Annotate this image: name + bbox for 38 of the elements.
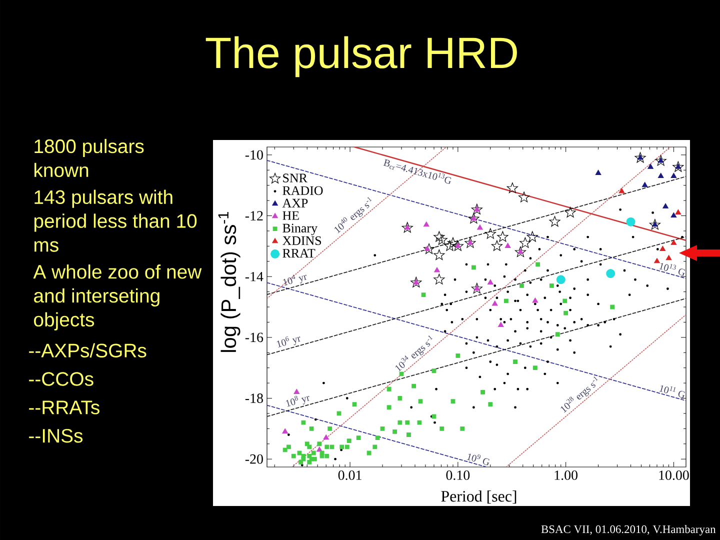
text: BSAC VII, 01.06.2010, V.Hambaryan	[541, 525, 716, 536]
annotation: 10$^{4}$ yr	[283, 274, 307, 286]
x-tick-label: 0.01	[338, 470, 362, 480]
annotation: 10$^{40}$ ergs s$^{-1}$	[334, 197, 372, 234]
y-tick-label: -12	[245, 211, 263, 220]
annotation: 10$^{34}$ ergs s$^{-1}$	[395, 335, 433, 372]
y-tick-label: -20	[245, 454, 263, 464]
y-tick-label: -10	[245, 150, 263, 160]
x-axis-title: Period [sec]	[441, 490, 516, 504]
legend-label: RRAT	[282, 248, 316, 258]
text: 143 pulsars with period less than 10 ms	[34, 190, 197, 252]
legend-label: HE	[282, 211, 299, 220]
text: --AXPs/SGRs	[29, 343, 146, 358]
y-axis-title: log (P_dot) ss$^{-1}$	[218, 212, 240, 352]
legend-label: RADIO	[282, 186, 323, 195]
legend-label: XDINS	[282, 236, 322, 246]
x-tick-label: 10.00	[659, 470, 689, 480]
text: --INSs	[29, 428, 83, 443]
chart-title: The pulsar HRD	[206, 36, 517, 78]
annotation: 10$^{11}$ G	[659, 385, 685, 398]
y-tick-label: -16	[245, 332, 264, 342]
annotation: B$_{cr}$=4.413x10$^{13}$G	[383, 159, 452, 184]
annotation: 10$^{6}$ yr	[276, 336, 300, 348]
annotation: 10$^{13}$ G	[659, 263, 685, 276]
text: --RRATs	[29, 400, 100, 414]
text: A whole zoo of new and interseting objects	[33, 264, 202, 330]
x-tick-label: 0.10	[446, 470, 470, 480]
text: --CCOs	[29, 372, 94, 386]
text: 1800 pulsars known	[34, 138, 144, 178]
legend-label: SNR	[283, 174, 308, 182]
y-tick-label: -18	[245, 394, 263, 403]
x-tick-label: 1.00	[554, 470, 578, 480]
annotation: 10$^{9}$ G	[466, 454, 490, 466]
annotation: 10$^{28}$ ergs s$^{-1}$	[560, 376, 598, 413]
annotation: 10$^{8}$ yr	[286, 396, 310, 407]
legend-label: Binary	[282, 224, 318, 236]
legend-label: AXP	[282, 198, 308, 208]
y-tick-label: -14	[245, 272, 264, 282]
